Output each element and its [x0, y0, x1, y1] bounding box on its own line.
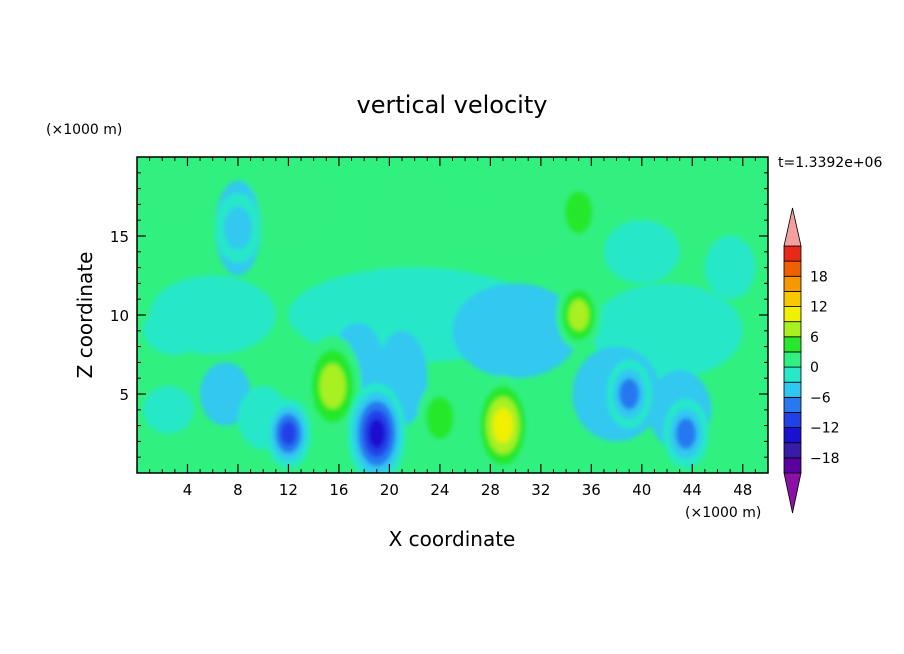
- field-blobs: [137, 157, 768, 473]
- colorbar: −18 −12 −6 0 6 12 18: [783, 207, 840, 514]
- colorbar-under-arrow: [783, 472, 802, 514]
- field-region: [452, 283, 579, 379]
- y-tick-label: 5: [119, 386, 129, 404]
- field-region: [143, 386, 194, 434]
- field-cell: [223, 206, 252, 250]
- colorbar-bin: [783, 275, 802, 292]
- colorbar-bin: [783, 412, 802, 429]
- chart-title: vertical velocity: [357, 91, 548, 119]
- contour-field: [137, 157, 768, 473]
- x-tick-label: 8: [233, 481, 243, 499]
- field-cell: [564, 190, 593, 234]
- field-region: [143, 307, 207, 355]
- colorbar-label: −12: [810, 421, 840, 437]
- field-cell: [280, 421, 297, 446]
- x-tick-label: 48: [733, 481, 752, 499]
- x-tick-label: 24: [430, 481, 449, 499]
- field-cell: [319, 363, 346, 409]
- x-axis-label: X coordinate: [389, 527, 516, 551]
- y-axis-unit: (×1000 m): [46, 122, 122, 138]
- colorbar-bin: [783, 366, 802, 383]
- colorbar-bin: [783, 245, 802, 262]
- colorbar-label: 12: [810, 300, 828, 316]
- field-region: [452, 196, 579, 260]
- y-axis-ticks: 5 10 15: [110, 172, 768, 458]
- colorbar-bin: [783, 442, 802, 459]
- x-axis-ticks: 4 8 12 16 20 24 28 32 36 40 44 48: [149, 157, 756, 499]
- field-region: [603, 220, 680, 284]
- colorbar-label: −6: [810, 390, 831, 406]
- field-region: [364, 164, 466, 292]
- x-tick-label: 16: [329, 481, 348, 499]
- colorbar-bin: [783, 306, 802, 323]
- colorbar-label: 6: [810, 330, 819, 346]
- x-tick-label: 20: [380, 481, 399, 499]
- field-region: [704, 236, 756, 300]
- x-tick-label: 44: [683, 481, 702, 499]
- field-cell: [492, 408, 514, 444]
- colorbar-bin: [783, 260, 802, 277]
- x-tick-label: 32: [531, 481, 550, 499]
- colorbar-bin: [783, 381, 802, 398]
- x-tick-label: 4: [183, 481, 193, 499]
- x-axis-unit: (×1000 m): [685, 505, 761, 521]
- x-tick-label: 12: [279, 481, 298, 499]
- y-axis-label: Z coordinate: [73, 252, 97, 379]
- y-tick-label: 10: [110, 307, 129, 325]
- field-cell: [425, 396, 454, 440]
- field-region: [237, 157, 339, 252]
- colorbar-bin: [783, 427, 802, 444]
- colorbar-bin: [783, 336, 802, 353]
- time-label: t=1.3392e+06: [778, 155, 882, 171]
- field-cell: [619, 378, 640, 410]
- colorbar-bin: [783, 290, 802, 307]
- field-cell: [675, 418, 697, 449]
- field-cell: [568, 299, 589, 331]
- field-region: [137, 157, 213, 229]
- colorbar-label: 18: [810, 269, 828, 285]
- y-tick-label: 15: [110, 228, 129, 246]
- x-tick-label: 40: [632, 481, 651, 499]
- colorbar-bin: [783, 457, 802, 474]
- field-region: [200, 362, 251, 426]
- colorbar-over-arrow: [783, 207, 802, 247]
- field-cell: [368, 419, 386, 448]
- colorbar-bin: [783, 321, 802, 338]
- colorbar-label: 0: [810, 360, 819, 376]
- colorbar-bin: [783, 351, 802, 368]
- colorbar-label: −18: [810, 451, 840, 467]
- x-tick-label: 36: [582, 481, 601, 499]
- colorbar-bin: [783, 396, 802, 413]
- x-tick-label: 28: [481, 481, 500, 499]
